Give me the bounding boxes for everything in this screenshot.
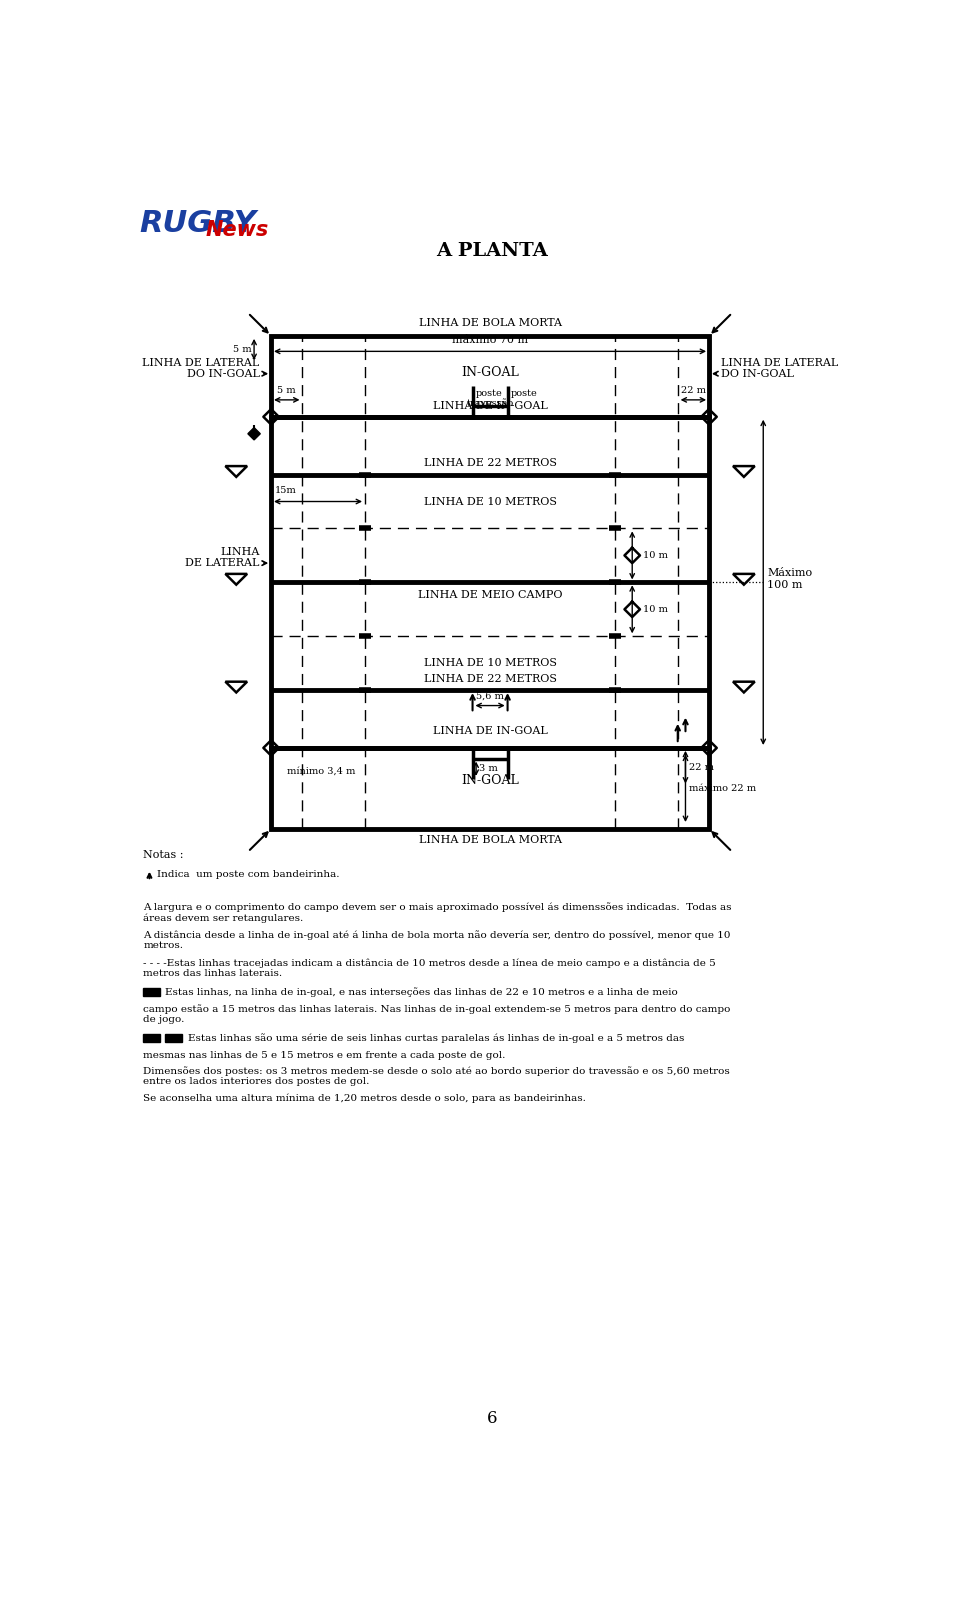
- Text: LINHA: LINHA: [220, 547, 259, 557]
- Text: Estas linhas são uma série de seis linhas curtas paralelas ás linhas de in-goal : Estas linhas são uma série de seis linha…: [188, 1033, 684, 1043]
- Text: DE LATERAL: DE LATERAL: [185, 559, 259, 568]
- Text: 10 m: 10 m: [643, 550, 668, 560]
- Text: 5 m: 5 m: [277, 387, 296, 395]
- Text: A PLANTA: A PLANTA: [436, 243, 548, 261]
- Bar: [271, 748, 709, 829]
- Text: máximo 22 m: máximo 22 m: [688, 784, 756, 793]
- Text: entre os lados interiores dos postes de gol.: entre os lados interiores dos postes de …: [143, 1077, 370, 1086]
- Text: LINHA DE IN-GOAL: LINHA DE IN-GOAL: [433, 400, 547, 411]
- Text: LINHA DE 22 METROS: LINHA DE 22 METROS: [423, 458, 557, 468]
- Text: metros das linhas laterais.: metros das linhas laterais.: [143, 968, 282, 978]
- Text: News: News: [205, 220, 269, 241]
- Bar: [271, 337, 709, 416]
- Text: LINHA DE MEIO CAMPO: LINHA DE MEIO CAMPO: [418, 589, 563, 601]
- Text: LINHA DE LATERAL: LINHA DE LATERAL: [721, 358, 838, 368]
- Text: 5,6 m: 5,6 m: [476, 691, 504, 701]
- Bar: [165, 1035, 182, 1043]
- Text: poste: poste: [475, 389, 502, 398]
- Text: mínimo 3,4 m: mínimo 3,4 m: [287, 766, 356, 776]
- Polygon shape: [248, 427, 260, 440]
- Bar: [271, 416, 709, 748]
- Text: poste: poste: [511, 389, 538, 398]
- Bar: [143, 1035, 160, 1043]
- Text: 22 m: 22 m: [681, 387, 706, 395]
- Text: DO IN-GOAL: DO IN-GOAL: [186, 369, 259, 379]
- Text: A distância desde a linha de in-goal até á linha de bola morta não devería ser, : A distância desde a linha de in-goal até…: [143, 931, 731, 941]
- Text: Indica  um poste com bandeirinha.: Indica um poste com bandeirinha.: [157, 871, 340, 879]
- Text: campo estão a 15 metros das linhas laterais. Nas linhas de in-goal extendem-se 5: campo estão a 15 metros das linhas later…: [143, 1004, 731, 1013]
- Text: LINHA DE IN-GOAL: LINHA DE IN-GOAL: [433, 727, 547, 737]
- Text: 22 m: 22 m: [688, 763, 713, 772]
- Text: 100 m: 100 m: [767, 581, 803, 591]
- Text: Dimensões dos postes: os 3 metros medem-se desde o solo até ao bordo superior do: Dimensões dos postes: os 3 metros medem-…: [143, 1065, 730, 1075]
- Text: IN-GOAL: IN-GOAL: [461, 366, 519, 379]
- Text: 6: 6: [487, 1410, 497, 1426]
- Text: DO IN-GOAL: DO IN-GOAL: [721, 369, 794, 379]
- Text: LINHA DE 22 METROS: LINHA DE 22 METROS: [423, 674, 557, 683]
- Text: - - - -Estas linhas tracejadas indicam a distância de 10 metros desde a línea de: - - - -Estas linhas tracejadas indicam a…: [143, 958, 716, 968]
- Text: Máximo: Máximo: [767, 568, 812, 578]
- Text: Estas linhas, na linha de in-goal, e nas interseções das linhas de 22 e 10 metro: Estas linhas, na linha de in-goal, e nas…: [165, 988, 678, 997]
- Text: 5 m: 5 m: [233, 345, 252, 355]
- Text: metros.: metros.: [143, 941, 183, 950]
- Text: LINHA DE BOLA MORTA: LINHA DE BOLA MORTA: [419, 319, 562, 329]
- Text: Se aconselha uma altura mínima de 1,20 metros desde o solo, para as bandeirinhas: Se aconselha uma altura mínima de 1,20 m…: [143, 1094, 587, 1103]
- Text: A largura e o comprimento do campo devem ser o mais aproximado possível ás dimen: A largura e o comprimento do campo devem…: [143, 903, 732, 913]
- Text: LINHA DE 10 METROS: LINHA DE 10 METROS: [423, 659, 557, 669]
- Text: mesmas nas linhas de 5 e 15 metros e em frente a cada poste de gol.: mesmas nas linhas de 5 e 15 metros e em …: [143, 1051, 506, 1059]
- Bar: [143, 988, 160, 996]
- Text: 3 m: 3 m: [479, 764, 498, 774]
- Text: de jogo.: de jogo.: [143, 1015, 184, 1025]
- Text: Notas :: Notas :: [143, 850, 183, 860]
- Text: LINHA DE 10 METROS: LINHA DE 10 METROS: [423, 497, 557, 507]
- Text: 10 m: 10 m: [643, 606, 668, 614]
- Text: máximo 70 m: máximo 70 m: [452, 335, 528, 345]
- Text: LINHA DE BOLA MORTA: LINHA DE BOLA MORTA: [419, 835, 562, 845]
- Text: travessão: travessão: [467, 398, 514, 408]
- Text: LINHA DE LATERAL: LINHA DE LATERAL: [142, 358, 259, 368]
- Text: áreas devem ser retangulares.: áreas devem ser retangulares.: [143, 913, 303, 923]
- Text: RUGBY: RUGBY: [139, 209, 256, 238]
- Text: IN-GOAL: IN-GOAL: [461, 774, 519, 787]
- Text: 15m: 15m: [275, 486, 297, 495]
